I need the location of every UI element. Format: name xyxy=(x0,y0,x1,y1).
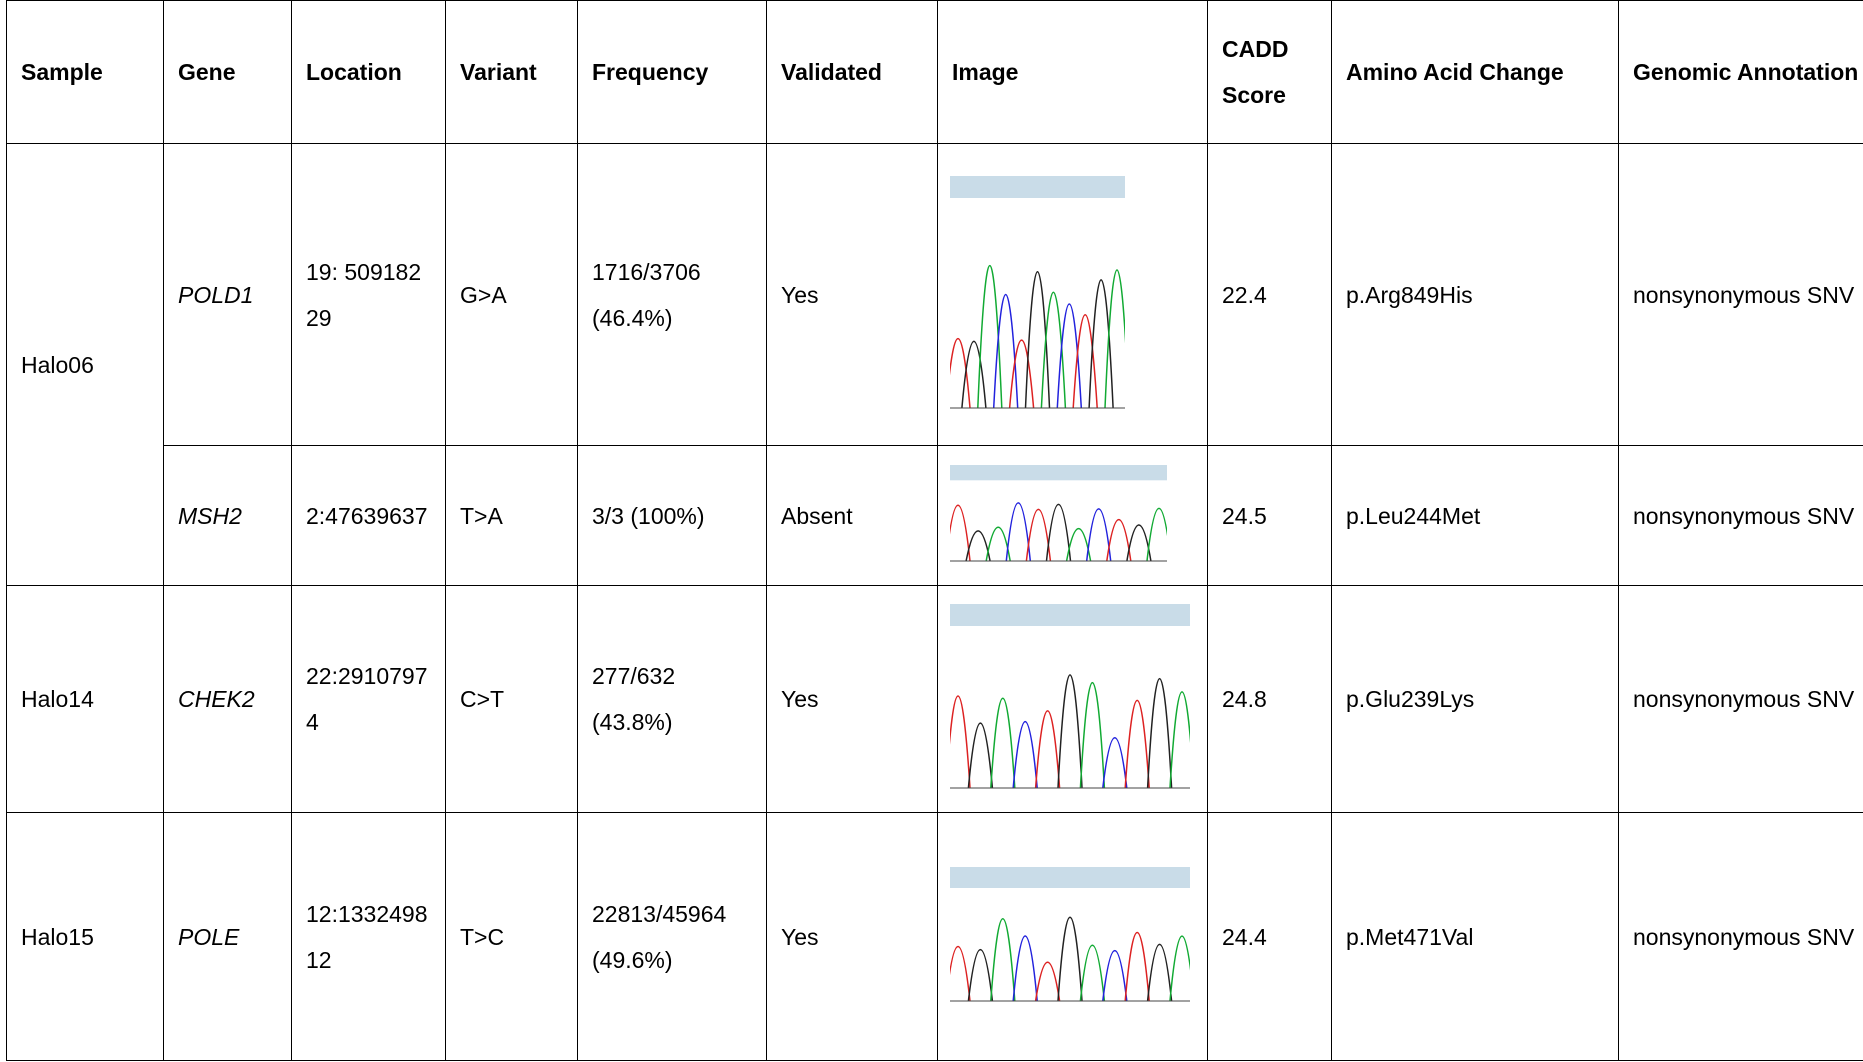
image-cell xyxy=(938,813,1208,1061)
aa-change-cell: p.Arg849His xyxy=(1332,144,1619,446)
column-header: Frequency xyxy=(578,1,767,144)
sample-cell: Halo06 xyxy=(7,144,164,586)
variant-cell: T>A xyxy=(446,446,578,586)
column-header: Sample xyxy=(7,1,164,144)
cadd-cell: 22.4 xyxy=(1208,144,1332,446)
annotation-cell: nonsynonymous SNV xyxy=(1619,144,1863,446)
chromatogram-image xyxy=(950,465,1167,567)
column-header: Variant xyxy=(446,1,578,144)
column-header: Validated xyxy=(767,1,938,144)
variant-cell: T>C xyxy=(446,813,578,1061)
validated-cell: Yes xyxy=(767,813,938,1061)
cadd-cell: 24.8 xyxy=(1208,586,1332,813)
validated-cell: Absent xyxy=(767,446,938,586)
cadd-cell: 24.4 xyxy=(1208,813,1332,1061)
gene-cell: POLE xyxy=(164,813,292,1061)
location-cell: 22:29107974 xyxy=(292,586,446,813)
column-header: Gene xyxy=(164,1,292,144)
image-cell xyxy=(938,446,1208,586)
chromatogram-image xyxy=(950,604,1190,794)
frequency-cell: 277/632 (43.8%) xyxy=(578,586,767,813)
image-header xyxy=(950,867,1190,888)
variant-cell: C>T xyxy=(446,586,578,813)
column-header: Image xyxy=(938,1,1208,144)
validated-cell: Yes xyxy=(767,586,938,813)
gene-cell: POLD1 xyxy=(164,144,292,446)
frequency-cell: 1716/3706 (46.4%) xyxy=(578,144,767,446)
sample-cell: Halo14 xyxy=(7,586,164,813)
frequency-cell: 22813/45964 (49.6%) xyxy=(578,813,767,1061)
image-header xyxy=(950,604,1190,626)
page: SampleGeneLocationVariantFrequencyValida… xyxy=(0,0,1863,1062)
annotation-cell: nonsynonymous SNV xyxy=(1619,446,1863,586)
annotation-cell: nonsynonymous SNV xyxy=(1619,586,1863,813)
location-cell: 19: 50918229 xyxy=(292,144,446,446)
variant-cell: G>A xyxy=(446,144,578,446)
image-header xyxy=(950,176,1125,198)
validated-cell: Yes xyxy=(767,144,938,446)
location-cell: 2:47639637 xyxy=(292,446,446,586)
aa-change-cell: p.Glu239Lys xyxy=(1332,586,1619,813)
column-header: Amino Acid Change xyxy=(1332,1,1619,144)
location-cell: 12:133249812 xyxy=(292,813,446,1061)
gene-cell: CHEK2 xyxy=(164,586,292,813)
column-header: Location xyxy=(292,1,446,144)
image-header xyxy=(950,465,1167,480)
aa-change-cell: p.Leu244Met xyxy=(1332,446,1619,586)
cadd-cell: 24.5 xyxy=(1208,446,1332,586)
chromatogram-image xyxy=(950,867,1190,1007)
column-header: CADD Score xyxy=(1208,1,1332,144)
annotation-cell: nonsynonymous SNV xyxy=(1619,813,1863,1061)
chromatogram-image xyxy=(950,176,1125,414)
sample-cell: Halo15 xyxy=(7,813,164,1061)
gene-cell: MSH2 xyxy=(164,446,292,586)
image-background xyxy=(950,176,1125,414)
aa-change-cell: p.Met471Val xyxy=(1332,813,1619,1061)
image-cell xyxy=(938,144,1208,446)
image-cell xyxy=(938,586,1208,813)
frequency-cell: 3/3 (100%) xyxy=(578,446,767,586)
column-header: Genomic Annotation xyxy=(1619,1,1863,144)
